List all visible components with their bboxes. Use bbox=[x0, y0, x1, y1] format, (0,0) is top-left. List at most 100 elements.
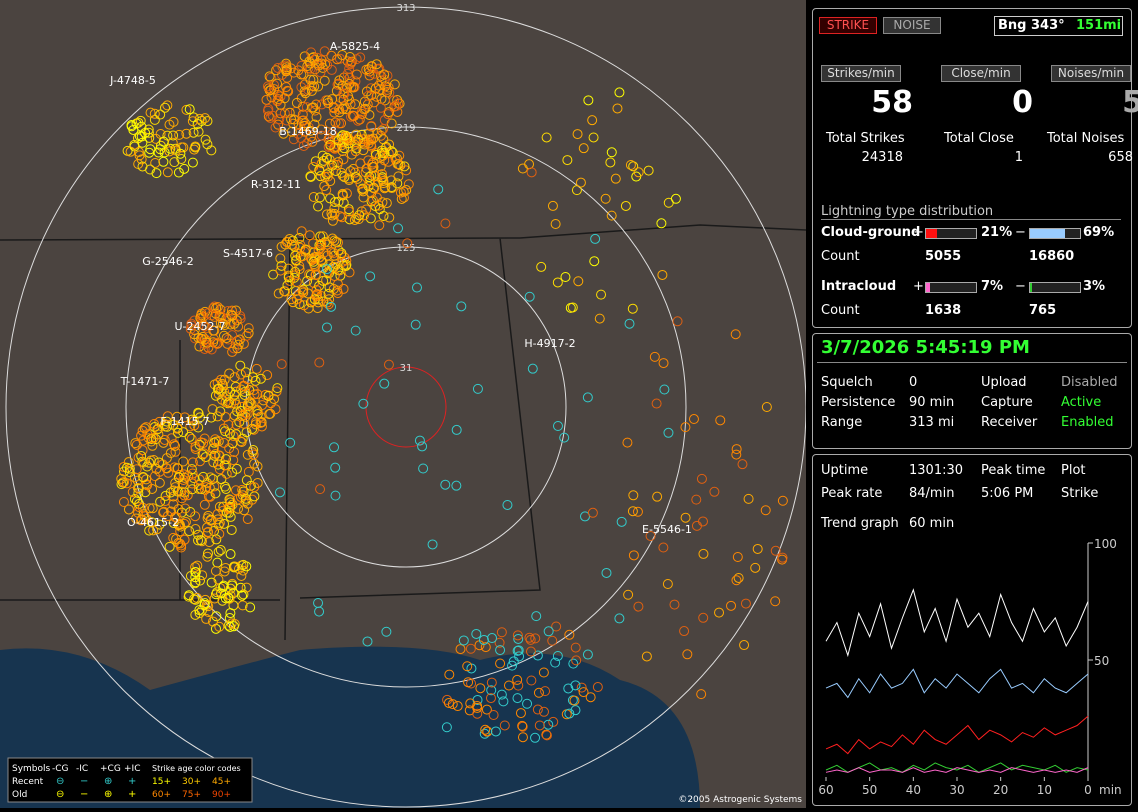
pct-label: 69% bbox=[1083, 225, 1114, 240]
storm-label: T-1471-7 bbox=[120, 375, 170, 388]
setting-text: Disabled bbox=[1061, 375, 1117, 390]
setting-text: Upload bbox=[981, 375, 1027, 390]
legend-age: 15+ bbox=[152, 777, 171, 787]
legend-symbol: − bbox=[80, 789, 88, 800]
legend-age: 60+ bbox=[152, 790, 171, 800]
storm-label: O-4615-2 bbox=[127, 516, 179, 529]
setting-text: 90 min bbox=[909, 395, 954, 410]
legend-text: -CG bbox=[52, 764, 69, 774]
y-tick-label: 100 bbox=[1094, 537, 1117, 551]
total-label: Total Strikes bbox=[826, 131, 905, 146]
strike-button[interactable]: STRIKE bbox=[819, 17, 877, 34]
legend-text: Recent bbox=[12, 777, 44, 787]
legend-text: +CG bbox=[100, 764, 121, 774]
legend-symbol: + bbox=[128, 789, 136, 800]
setting-text: Squelch bbox=[821, 375, 873, 390]
trend-graph: 100506050403020100min bbox=[812, 454, 1132, 806]
bearing-box: Bng 343° 151mi bbox=[994, 16, 1123, 36]
legend-text: Strike age color codes bbox=[152, 764, 241, 773]
total-value: 658 bbox=[1053, 150, 1133, 165]
sign: − bbox=[1015, 279, 1026, 294]
rate-value: 0 bbox=[943, 85, 1033, 120]
pct-label: 21% bbox=[981, 225, 1012, 240]
count-value: 16860 bbox=[1029, 249, 1074, 264]
trend-line bbox=[826, 669, 1088, 697]
rate-label: Close/min bbox=[941, 65, 1021, 82]
x-tick-label: 10 bbox=[1037, 783, 1052, 797]
pct-bar bbox=[1030, 283, 1032, 292]
setting-text: Active bbox=[1061, 395, 1101, 410]
storm-label: R-312-11 bbox=[251, 178, 301, 191]
legend-text: +IC bbox=[124, 764, 140, 774]
pct-bar-box bbox=[1029, 228, 1081, 239]
storm-label: E-5546-1 bbox=[642, 523, 692, 536]
separator bbox=[817, 362, 1127, 363]
storm-label: H-4917-2 bbox=[524, 337, 575, 350]
y-tick-label: 50 bbox=[1094, 654, 1109, 668]
setting-text: Enabled bbox=[1061, 415, 1114, 430]
legend-symbol: ⊖ bbox=[56, 776, 64, 787]
noise-button[interactable]: NOISE bbox=[883, 17, 941, 34]
copyright: ©2005 Astrogenic Systems bbox=[678, 795, 802, 805]
rate-value: 58 bbox=[823, 85, 913, 120]
storm-label: A-5825-4 bbox=[330, 40, 380, 53]
storm-label: U-2452-7 bbox=[175, 320, 226, 333]
setting-text: Range bbox=[821, 415, 862, 430]
legend-symbol: − bbox=[80, 776, 88, 787]
legend-age: 45+ bbox=[212, 777, 231, 787]
pct-bar-box bbox=[925, 228, 977, 239]
legend-age: 30+ bbox=[182, 777, 201, 787]
setting-text: 0 bbox=[909, 375, 917, 390]
sign: − bbox=[1015, 225, 1026, 240]
distance: 151mi bbox=[1076, 18, 1121, 33]
sign: + bbox=[913, 225, 924, 240]
pct-bar bbox=[926, 283, 930, 292]
total-label: Total Noises bbox=[1047, 131, 1124, 146]
pct-bar bbox=[926, 229, 937, 238]
storm-label: F-1415-7 bbox=[160, 415, 209, 428]
ring-label: 313 bbox=[396, 3, 415, 14]
count-value: 765 bbox=[1029, 303, 1056, 318]
x-tick-label: 50 bbox=[862, 783, 877, 797]
type-label: Cloud-ground bbox=[821, 225, 920, 240]
status-panel: 3/7/2026 5:45:19 PM Squelch0UploadDisabl… bbox=[812, 333, 1132, 449]
ring-label: 125 bbox=[396, 243, 415, 254]
pct-bar bbox=[1030, 229, 1065, 238]
legend-text: -IC bbox=[76, 764, 88, 774]
rate-value: 5 bbox=[1053, 85, 1138, 120]
type-label: Intracloud bbox=[821, 279, 896, 294]
setting-text: 313 mi bbox=[909, 415, 954, 430]
count-value: 5055 bbox=[925, 249, 961, 264]
count-label: Count bbox=[821, 249, 860, 264]
total-value: 1 bbox=[943, 150, 1023, 165]
storm-label: J-4748-5 bbox=[109, 74, 156, 87]
rate-label: Strikes/min bbox=[821, 65, 901, 82]
legend-symbol: ⊖ bbox=[56, 789, 64, 800]
map: 31321912531A-5825-4J-4748-5B-1469-18R-31… bbox=[0, 0, 806, 808]
legend-text: Old bbox=[12, 790, 27, 800]
x-tick-label: 20 bbox=[993, 783, 1008, 797]
count-value: 1638 bbox=[925, 303, 961, 318]
pct-label: 7% bbox=[981, 279, 1003, 294]
counts-panel: STRIKE NOISE Bng 343° 151mi Strikes/min 5… bbox=[812, 8, 1132, 328]
storm-label: G-2546-2 bbox=[142, 255, 193, 268]
setting-text: Capture bbox=[981, 395, 1033, 410]
trend-line bbox=[826, 590, 1088, 656]
legend-text: Symbols bbox=[12, 764, 51, 774]
total-label: Total Close bbox=[944, 131, 1014, 146]
legend-age: 75+ bbox=[182, 790, 201, 800]
legend-symbol: ⊕ bbox=[104, 776, 112, 787]
setting-text: Persistence bbox=[821, 395, 895, 410]
storm-label: B-1469-18 bbox=[279, 125, 336, 138]
bearing: Bng 343° bbox=[998, 18, 1065, 33]
setting-text: Receiver bbox=[981, 415, 1037, 430]
storm-label: S-4517-6 bbox=[223, 247, 273, 260]
legend-symbol: ⊕ bbox=[104, 789, 112, 800]
legend-symbol: + bbox=[128, 776, 136, 787]
x-tick-label: 0 bbox=[1084, 783, 1092, 797]
ring-label: 31 bbox=[400, 363, 413, 374]
trend-line bbox=[826, 716, 1088, 753]
total-value: 24318 bbox=[823, 150, 903, 165]
x-tick-label: 40 bbox=[906, 783, 921, 797]
